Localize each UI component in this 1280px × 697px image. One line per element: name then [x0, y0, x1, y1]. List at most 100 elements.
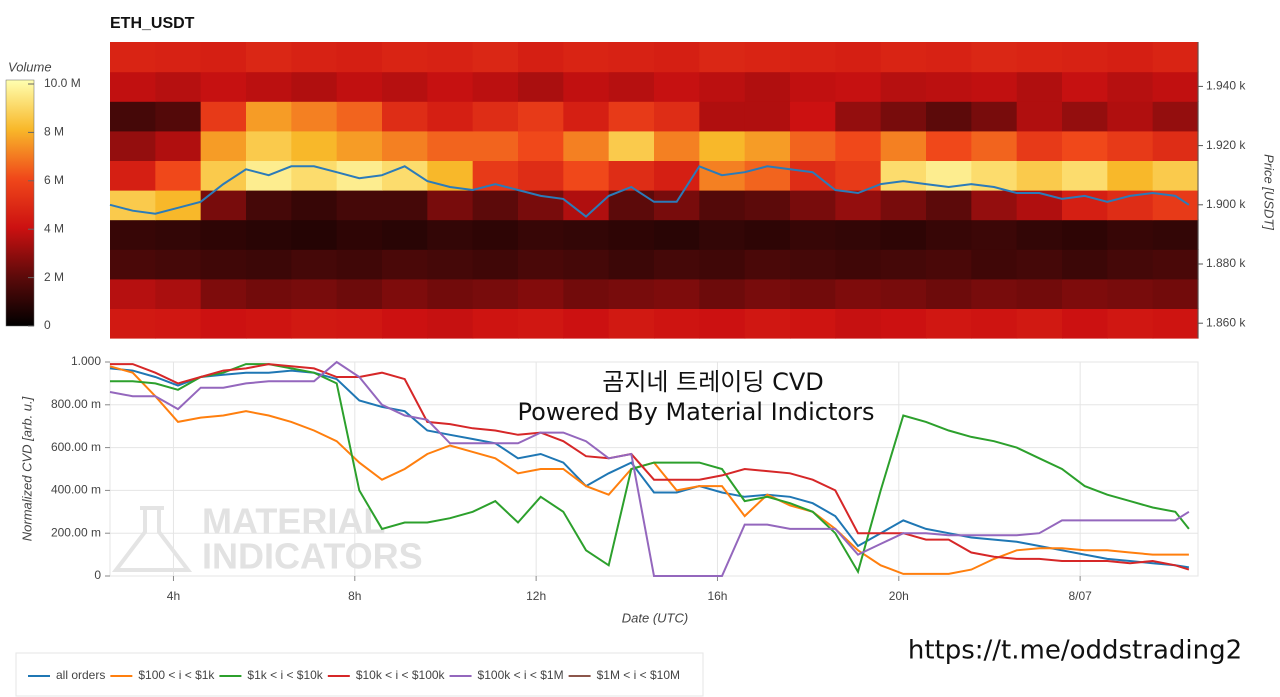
- heatmap-cell: [155, 308, 202, 339]
- heatmap-cell: [1062, 101, 1108, 132]
- heatmap-cell: [382, 130, 428, 161]
- legend-label: $1M < i < $10M: [597, 668, 680, 682]
- heatmap-cell: [1016, 278, 1063, 309]
- heatmap-cell: [291, 190, 338, 221]
- legend-label: $100k < i < $1M: [478, 668, 564, 682]
- heatmap-cell: [926, 278, 972, 309]
- heatmap-cell: [835, 160, 882, 191]
- heatmap-cell: [971, 130, 1018, 161]
- heatmap-cell: [699, 190, 746, 221]
- heatmap-cell: [1152, 308, 1199, 339]
- heatmap-cell: [200, 101, 247, 132]
- annotation: 곰지네 트레이딩 CVD: [602, 368, 823, 396]
- watermark-icon: [111, 506, 193, 572]
- heatmap-cell: [518, 308, 564, 339]
- heatmap-cell: [790, 130, 836, 161]
- heatmap-cell: [563, 160, 610, 191]
- heatmap-cell: [472, 42, 519, 73]
- heatmap-cell: [880, 130, 927, 161]
- heatmap-cell: [1152, 42, 1199, 73]
- heatmap-cell: [110, 219, 156, 250]
- heatmap-cell: [336, 190, 383, 221]
- heatmap-cell: [654, 130, 700, 161]
- heatmap-cell: [382, 249, 428, 280]
- heatmap-cell: [246, 42, 292, 73]
- heatmap-cell: [880, 219, 927, 250]
- heatmap-cell: [744, 101, 791, 132]
- y-tick-label: 400.00 m: [51, 483, 101, 497]
- heatmap-cell: [563, 278, 610, 309]
- heatmap-cell: [790, 249, 836, 280]
- heatmap-cell: [790, 308, 836, 339]
- heatmap-cell: [971, 42, 1018, 73]
- heatmap-cell: [472, 160, 519, 191]
- heatmap-cell: [790, 190, 836, 221]
- heatmap-cell: [790, 42, 836, 73]
- heatmap-cell: [699, 249, 746, 280]
- heatmap-cell: [971, 101, 1018, 132]
- heatmap-cell: [110, 42, 156, 73]
- heatmap-cell: [880, 101, 927, 132]
- heatmap-cell: [427, 42, 474, 73]
- heatmap-cell: [699, 71, 746, 102]
- plot-frame: [109, 361, 1199, 577]
- heatmap-cell: [744, 71, 791, 102]
- heatmap-cell: [246, 130, 292, 161]
- heatmap-cell: [336, 308, 383, 339]
- heatmap-cell: [971, 278, 1018, 309]
- heatmap-cell: [563, 249, 610, 280]
- heatmap-cell: [427, 71, 474, 102]
- heatmap-cell: [926, 101, 972, 132]
- heatmap-cell: [518, 160, 564, 191]
- heatmap-cell: [699, 308, 746, 339]
- heatmap-cell: [654, 249, 700, 280]
- heatmap-cell: [1152, 71, 1199, 102]
- heatmap-cell: [246, 101, 292, 132]
- heatmap-cell: [699, 42, 746, 73]
- heatmap-cell: [382, 160, 428, 191]
- heatmap-cell: [110, 190, 156, 221]
- heatmap-cell: [654, 42, 700, 73]
- y-tick-label: 600.00 m: [51, 440, 101, 454]
- heatmap-cell: [336, 219, 383, 250]
- heatmap-cell: [835, 278, 882, 309]
- heatmap-cell: [427, 278, 474, 309]
- heatmap-cell: [200, 308, 247, 339]
- heatmap-cell: [926, 130, 972, 161]
- heatmap-cell: [155, 249, 202, 280]
- heatmap-cell: [1016, 160, 1063, 191]
- heatmap-cell: [608, 42, 655, 73]
- heatmap-cell: [880, 160, 927, 191]
- series-line: [109, 360, 1190, 577]
- heatmap-cell: [563, 71, 610, 102]
- heatmap-cell: [155, 42, 202, 73]
- heatmap-cell: [563, 308, 610, 339]
- heatmap-cell: [654, 219, 700, 250]
- heatmap-cell: [744, 308, 791, 339]
- heatmap-cell: [1062, 130, 1108, 161]
- heatmap-cell: [608, 101, 655, 132]
- heatmap-cell: [654, 278, 700, 309]
- heatmap-cell: [880, 308, 927, 339]
- heatmap-cell: [110, 101, 156, 132]
- heatmap-cell: [291, 278, 338, 309]
- heatmap-cell: [744, 278, 791, 309]
- series-line: [110, 363, 1190, 571]
- heatmap-cell: [926, 249, 972, 280]
- heatmap-cell: [246, 190, 292, 221]
- heatmap-cell: [200, 42, 247, 73]
- x-tick-label: 12h: [526, 589, 546, 603]
- price-line: [109, 165, 1190, 218]
- heatmap-cell: [835, 219, 882, 250]
- heatmap-cell: [246, 249, 292, 280]
- grid: [110, 361, 1198, 577]
- heatmap-cell: [155, 278, 202, 309]
- y-axis-label: Normalized CVD [arb. u.]: [19, 396, 34, 541]
- series-line: [109, 367, 1190, 569]
- heatmap-cell: [472, 249, 519, 280]
- heatmap-cell: [654, 101, 700, 132]
- legend-label: $100 < i < $1k: [138, 668, 215, 682]
- heatmap-cell: [155, 130, 202, 161]
- heatmap-cell: [155, 71, 202, 102]
